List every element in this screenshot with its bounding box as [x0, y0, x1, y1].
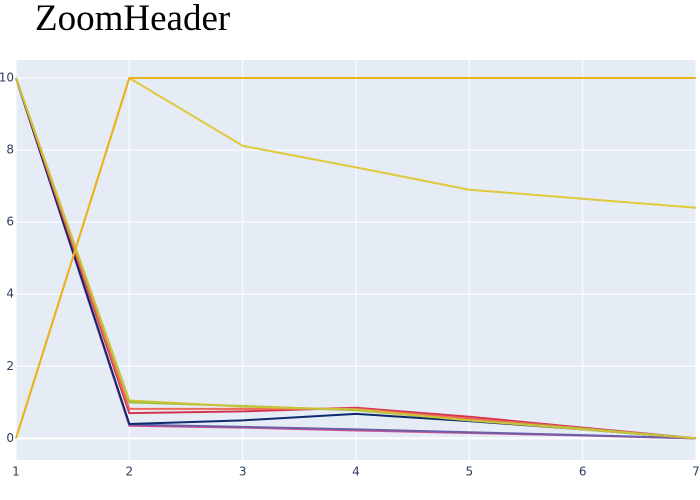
y-tick-label: 6 — [6, 215, 14, 229]
x-axis-tick-labels: 1 2 3 4 5 6 7 — [12, 465, 700, 479]
y-tick-label: 10 — [0, 71, 14, 85]
x-tick-label: 7 — [692, 465, 700, 479]
y-tick-label: 2 — [6, 359, 14, 373]
y-tick-label: 0 — [6, 431, 14, 445]
chart-title: ZoomHeader — [35, 0, 231, 39]
x-tick-label: 2 — [126, 465, 134, 479]
x-tick-label: 3 — [239, 465, 247, 479]
x-tick-label: 1 — [12, 465, 20, 479]
series-line-7 — [15, 77, 697, 440]
x-tick-label: 5 — [466, 465, 474, 479]
x-gridlines — [15, 60, 697, 460]
y-tick-label: 4 — [6, 287, 14, 301]
series-line-9 — [15, 77, 696, 439]
x-tick-label: 6 — [579, 465, 587, 479]
y-tick-label: 8 — [6, 143, 14, 157]
y-axis-tick-labels: 0 2 4 6 8 10 — [0, 71, 14, 445]
series-lines — [15, 77, 697, 440]
x-tick-label: 4 — [352, 465, 360, 479]
